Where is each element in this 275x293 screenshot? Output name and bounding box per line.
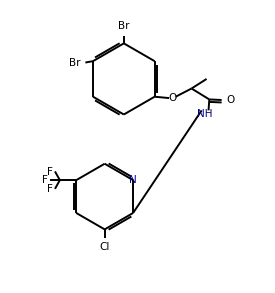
Text: F: F [47,167,53,177]
Text: NH: NH [197,109,213,119]
Text: N: N [129,175,137,185]
Text: O: O [227,95,235,105]
Text: F: F [42,175,48,185]
Text: Br: Br [69,58,81,68]
Text: Br: Br [118,21,130,31]
Text: F: F [47,184,53,194]
Text: Cl: Cl [100,242,110,252]
Text: O: O [168,93,177,103]
